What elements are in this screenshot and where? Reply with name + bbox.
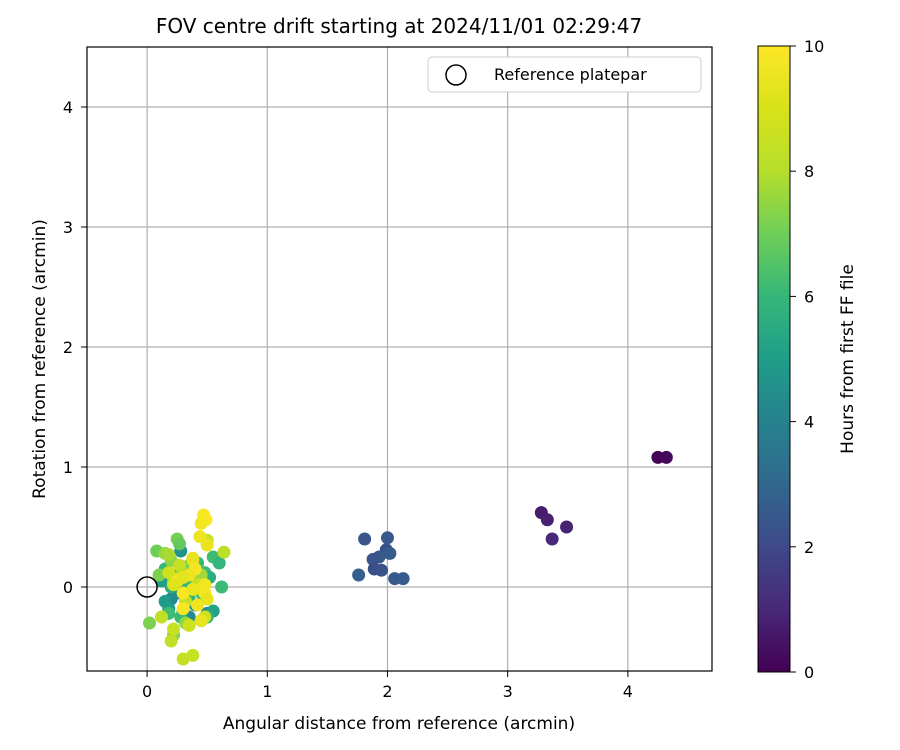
x-ticks: 0 1 2 3 4 <box>142 671 633 701</box>
plot-frame <box>86 46 713 672</box>
scatter-point <box>396 572 410 586</box>
scatter-point <box>374 563 388 577</box>
scatter-point <box>162 566 176 580</box>
x-tick-label: 0 <box>142 682 152 701</box>
scatter-point <box>198 578 212 592</box>
colorbar-tick-label: 4 <box>804 413 814 432</box>
y-tick-label: 1 <box>63 458 73 477</box>
scatter-point <box>545 532 559 546</box>
y-tick-label: 3 <box>63 218 73 237</box>
colorbar: 0 2 4 6 8 10 Hours from first FF file <box>757 37 858 682</box>
x-tick-label: 3 <box>503 682 513 701</box>
y-tick-label: 0 <box>63 578 73 597</box>
colorbar-ticks: 0 2 4 6 8 10 <box>790 37 824 682</box>
scatter-point <box>191 598 205 612</box>
scatter-point <box>155 610 169 624</box>
colorbar-tick-label: 8 <box>804 162 814 181</box>
colorbar-tick-label: 2 <box>804 538 814 557</box>
reference-marker-group <box>136 576 158 598</box>
scatter-point <box>540 513 554 527</box>
reference-platepar-marker <box>136 576 158 598</box>
scatter-point <box>176 570 190 584</box>
scatter-point <box>366 552 380 566</box>
colorbar-tick-label: 10 <box>804 37 824 56</box>
scatter-point <box>200 592 214 606</box>
scatter-point <box>194 516 208 530</box>
scatter-point <box>217 545 231 559</box>
colorbar-label: Hours from first FF file <box>838 264 858 454</box>
colorbar-gradient <box>757 45 791 673</box>
y-axis-label: Rotation from reference (arcmin) <box>30 219 50 499</box>
legend-box <box>427 56 702 93</box>
scatter-point <box>167 578 181 592</box>
scatter-point <box>173 558 187 572</box>
x-tick-label: 2 <box>382 682 392 701</box>
scatter-point <box>215 580 229 594</box>
scatter-point <box>352 568 366 582</box>
colorbar-tick-label: 0 <box>804 663 814 682</box>
scatter-point <box>173 537 187 551</box>
colorbar-tick-label: 6 <box>804 287 814 306</box>
y-tick-label: 2 <box>63 338 73 357</box>
scatter-point <box>358 532 372 546</box>
scatter-point <box>383 546 397 560</box>
scatter-point <box>212 556 226 570</box>
scatter-point <box>380 531 394 545</box>
x-tick-label: 1 <box>262 682 272 701</box>
scatter-point <box>200 538 214 552</box>
scatter-point <box>186 648 200 662</box>
x-axis-label: Angular distance from reference (arcmin) <box>223 714 575 734</box>
scatter-point <box>167 622 181 636</box>
x-tick-label: 4 <box>623 682 633 701</box>
scatter-point <box>143 616 156 630</box>
y-ticks: 0 1 2 3 4 <box>63 98 87 597</box>
scatter-point <box>659 450 673 464</box>
scatter-point <box>164 634 178 648</box>
scatter-point <box>186 551 200 565</box>
scatter-point <box>176 602 190 616</box>
chart-title: FOV centre drift starting at 2024/11/01 … <box>156 14 642 38</box>
legend-marker-open-circle <box>445 64 467 86</box>
scatter-point <box>182 618 196 632</box>
scatter-point <box>186 582 200 596</box>
scatter-point <box>162 548 176 562</box>
legend: Reference platepar <box>427 56 702 93</box>
scatter-point <box>194 614 208 628</box>
legend-label: Reference platepar <box>494 65 647 84</box>
scatter-point <box>560 520 574 534</box>
data-points <box>143 450 673 666</box>
y-tick-label: 4 <box>63 98 73 117</box>
